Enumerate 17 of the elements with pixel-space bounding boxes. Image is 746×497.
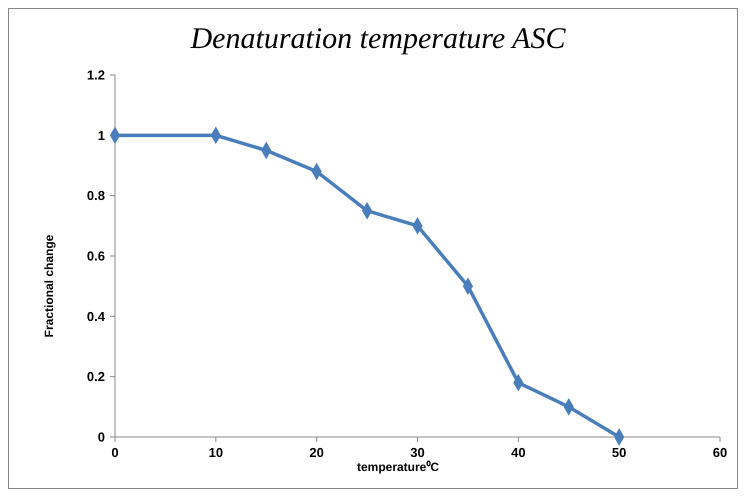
x-tick-label: 10 xyxy=(208,445,224,460)
x-tick-label: 40 xyxy=(511,445,526,460)
x-axis-title: temperature⁰C xyxy=(356,460,440,474)
y-tick-label: 1 xyxy=(98,128,105,143)
chart-title: Denaturation temperature ASC xyxy=(190,22,566,55)
x-tick-label: 50 xyxy=(612,445,626,460)
y-tick-label: 0.8 xyxy=(86,188,105,204)
x-tick-label: 0 xyxy=(111,445,119,460)
y-tick-label: 1.2 xyxy=(86,68,105,83)
y-tick-label: 0.4 xyxy=(86,308,106,324)
y-axis-title: Fractional change xyxy=(42,234,56,338)
y-tick-label: 0.6 xyxy=(86,248,105,264)
x-tick-label: 20 xyxy=(309,445,324,460)
y-tick-label: 0.2 xyxy=(86,369,105,384)
y-tick-label: 0 xyxy=(98,430,105,445)
x-tick-label: 30 xyxy=(410,445,425,460)
x-tick-label: 60 xyxy=(712,445,728,460)
